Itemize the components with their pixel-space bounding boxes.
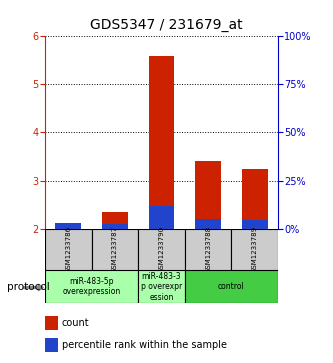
Bar: [138, 229, 185, 270]
Bar: [45, 229, 92, 270]
Text: GSM1233787: GSM1233787: [112, 226, 118, 273]
Text: GSM1233789: GSM1233789: [252, 226, 258, 273]
Text: GDS5347 / 231679_at: GDS5347 / 231679_at: [90, 19, 243, 32]
Text: protocol: protocol: [7, 282, 49, 292]
Text: miR-483-5p
overexpression: miR-483-5p overexpression: [63, 277, 121, 297]
Bar: [242, 220, 268, 229]
Bar: [149, 205, 174, 229]
Bar: [92, 229, 138, 270]
Bar: [45, 270, 138, 303]
Text: GSM1233790: GSM1233790: [159, 226, 165, 273]
Bar: [102, 224, 128, 229]
Bar: [138, 270, 185, 303]
Text: GSM1233788: GSM1233788: [205, 226, 211, 273]
Bar: [185, 270, 278, 303]
Bar: [56, 224, 81, 229]
Bar: [195, 161, 221, 229]
Bar: [149, 56, 174, 229]
Text: control: control: [218, 282, 245, 291]
Text: GSM1233786: GSM1233786: [65, 226, 71, 273]
Bar: [242, 168, 268, 229]
Bar: [195, 219, 221, 229]
Text: miR-483-3
p overexpr
ession: miR-483-3 p overexpr ession: [141, 272, 182, 302]
Bar: [231, 229, 278, 270]
Bar: [56, 223, 81, 229]
Bar: [185, 229, 231, 270]
Text: percentile rank within the sample: percentile rank within the sample: [62, 340, 226, 350]
Text: count: count: [62, 318, 89, 328]
Bar: [102, 212, 128, 229]
